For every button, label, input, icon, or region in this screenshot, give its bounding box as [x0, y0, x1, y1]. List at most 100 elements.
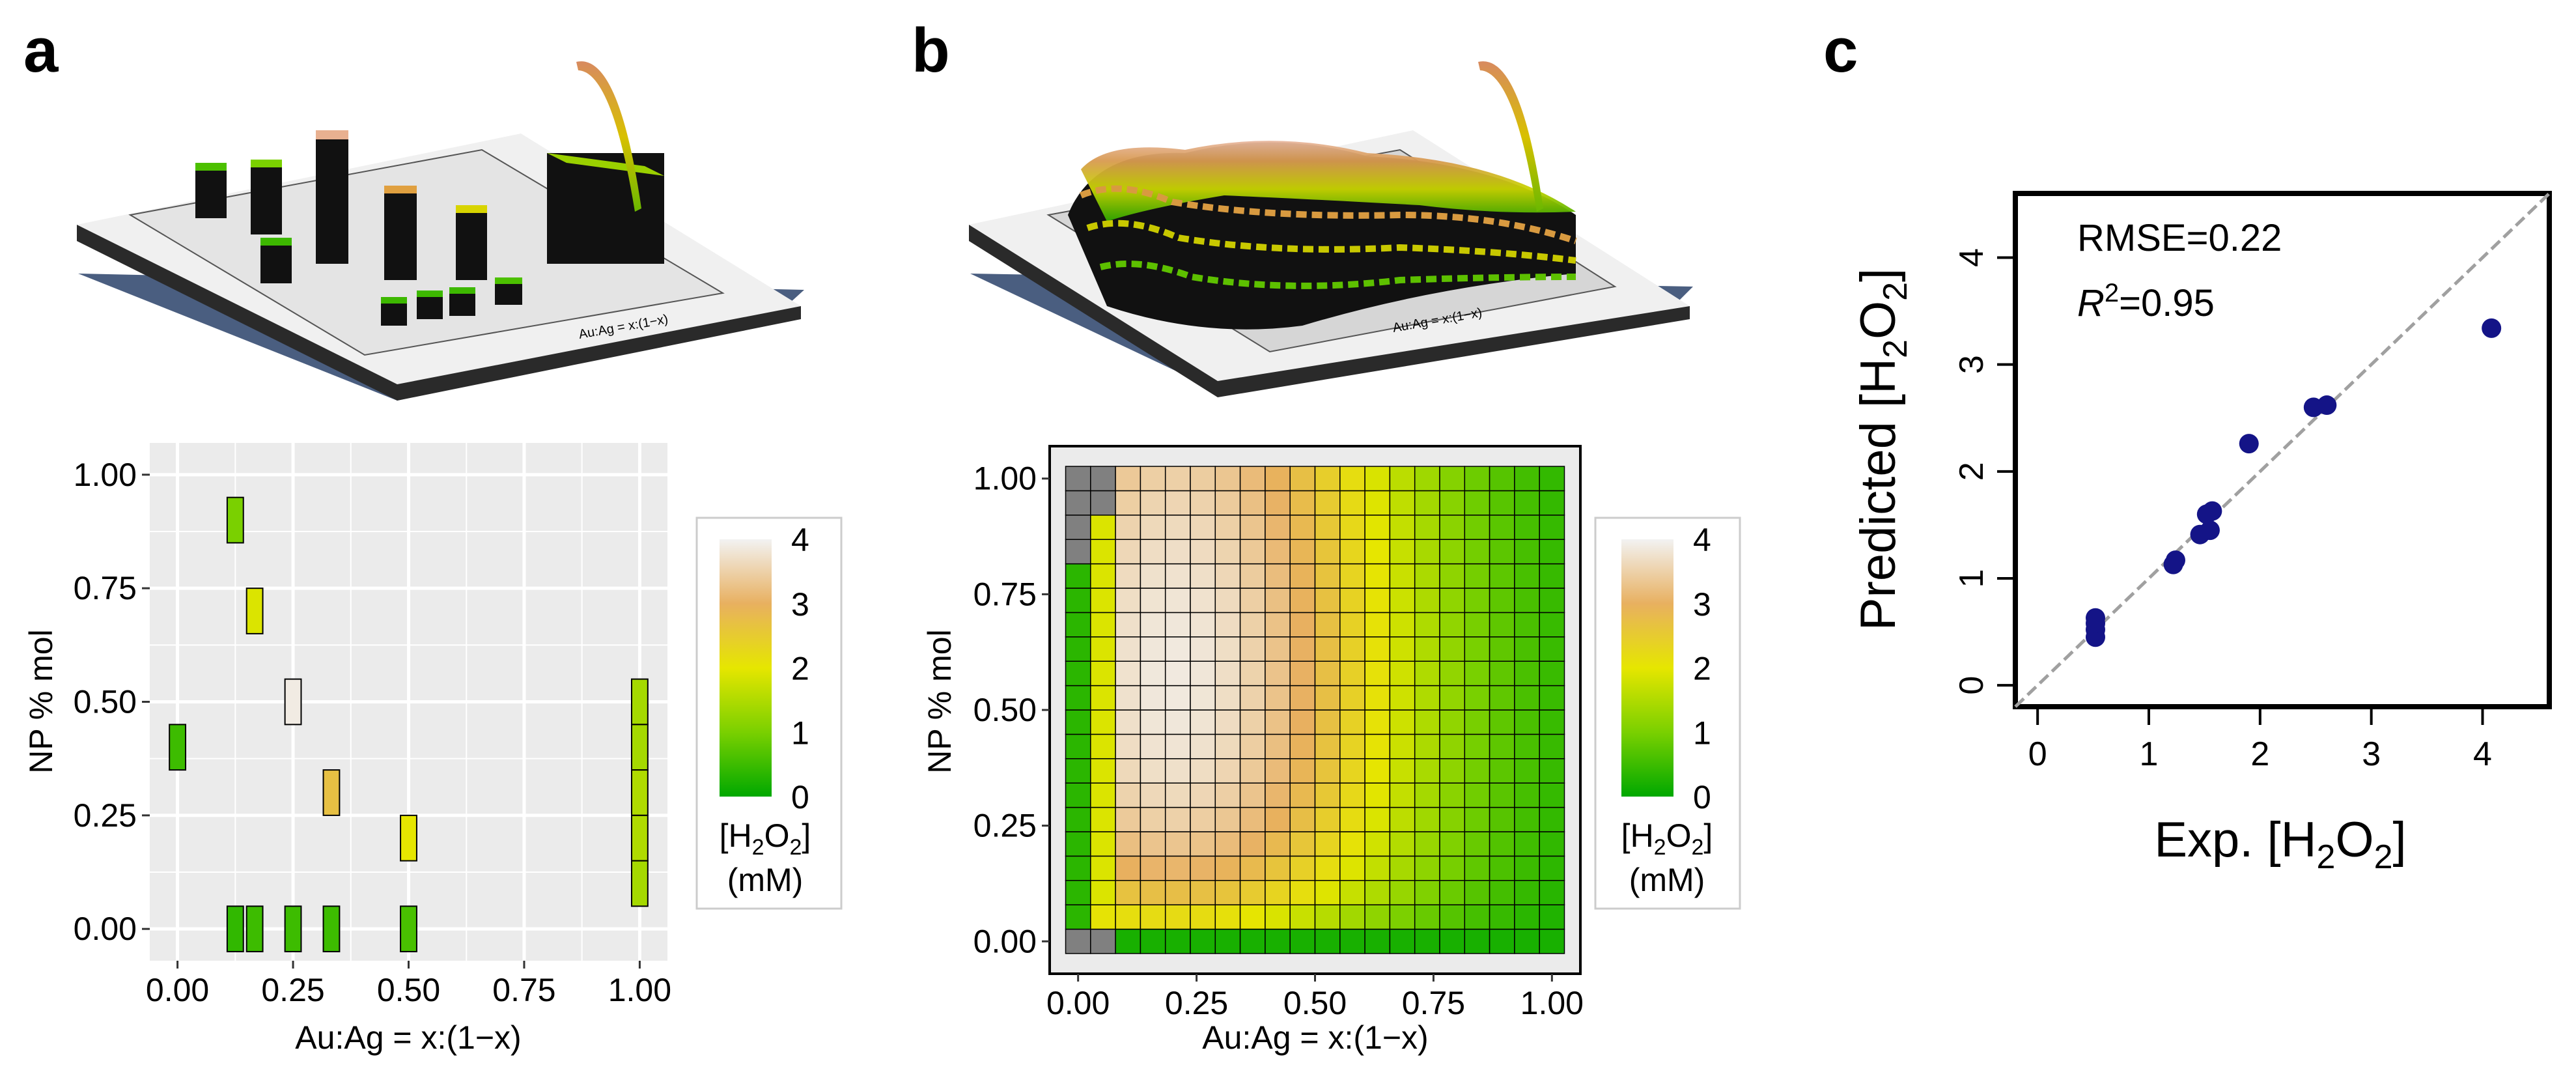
- heatmap-tile: [1489, 515, 1515, 540]
- heatmap-tile: [1090, 636, 1116, 662]
- heatmap-tile: [226, 496, 244, 544]
- heatmap-tile: [1539, 490, 1565, 516]
- legend-tick-label: 0: [791, 779, 809, 815]
- heatmap-tile: [1190, 685, 1216, 711]
- heatmap-tile: [1514, 588, 1540, 614]
- heatmap-tile: [1464, 685, 1491, 711]
- heatmap-tile: [1364, 782, 1391, 808]
- heatmap-tile: [1414, 733, 1440, 759]
- heatmap-tile: [1414, 855, 1440, 881]
- heatmap-tile: [1140, 660, 1166, 687]
- heatmap-tile: [1239, 928, 1266, 954]
- heatmap-tile: [1115, 636, 1141, 662]
- bars-3d: [195, 130, 664, 326]
- heatmap-tile: [1115, 831, 1141, 857]
- heatmap-tile: [1464, 515, 1491, 540]
- heatmap-tile: [1414, 928, 1440, 954]
- y-tick-label: 0: [1953, 676, 1991, 695]
- heatmap-tile: [1539, 855, 1565, 881]
- heatmap-tile: [1314, 515, 1341, 540]
- x-tick-label: 1.00: [1520, 985, 1584, 1021]
- heatmap-tile: [1414, 636, 1440, 662]
- scatter-point: [2086, 608, 2105, 628]
- heatmap-tile: [1489, 855, 1515, 881]
- bar-3d-top: [456, 205, 487, 213]
- heatmap-tile: [1389, 588, 1416, 614]
- legend-tick-label: 0: [1693, 779, 1711, 815]
- heatmap-tile: [1090, 539, 1116, 565]
- bar-3d-top: [195, 163, 227, 171]
- heatmap-tile: [1065, 904, 1091, 930]
- heatmap-tile: [1239, 490, 1266, 516]
- heatmap-tile: [1140, 563, 1166, 589]
- heatmap-tile: [1239, 636, 1266, 662]
- heatmap-tile: [1265, 806, 1291, 832]
- legend-title-line2: (mM): [727, 862, 804, 898]
- x-tick-label: 0.50: [1283, 985, 1347, 1021]
- heatmap-tile: [1389, 466, 1416, 492]
- heatmap-tile: [1239, 466, 1266, 492]
- heatmap-tile: [1364, 636, 1391, 662]
- legend-tick-label: 3: [1693, 586, 1711, 623]
- heatmap-tile: [1164, 660, 1191, 687]
- heatmap-tile: [1289, 636, 1316, 662]
- heatmap-tile: [1239, 733, 1266, 759]
- heatmap-tile: [1439, 806, 1466, 832]
- heatmap-tile: [1090, 515, 1116, 540]
- heatmap-tile: [1464, 806, 1491, 832]
- r2-value: =0.95: [2119, 282, 2215, 324]
- y-tick-label: 1.00: [973, 460, 1037, 497]
- heatmap-tile: [1214, 709, 1241, 735]
- heatmap-tile: [1265, 490, 1291, 516]
- heatmap-tile: [1065, 539, 1091, 565]
- heatmap-tile: [1140, 831, 1166, 857]
- heatmap-tile: [1090, 831, 1116, 857]
- heatmap-tile: [1090, 806, 1116, 832]
- heatmap-tile: [1115, 880, 1141, 905]
- heatmap-tile: [169, 724, 187, 771]
- heatmap-tile: [1289, 588, 1316, 614]
- heatmap-tile: [1239, 855, 1266, 881]
- heatmap-tile: [1389, 855, 1416, 881]
- heatmap-tile: [1364, 685, 1391, 711]
- y-tick-label: 3: [1953, 355, 1991, 374]
- heatmap-tile: [1289, 855, 1316, 881]
- heatmap-tile: [1239, 563, 1266, 589]
- x-tick-label: 1.00: [608, 972, 671, 1008]
- heatmap-tile: [1190, 636, 1216, 662]
- heatmap-tile: [1065, 685, 1091, 711]
- heatmap-tile: [1539, 709, 1565, 735]
- surface-ridge: [1086, 219, 1576, 264]
- heatmap-tile: [1364, 490, 1391, 516]
- panel-label-c: c: [1823, 16, 1858, 85]
- heatmap-tile: [1414, 563, 1440, 589]
- scatter-point: [2202, 501, 2222, 521]
- bar-3d-top: [449, 287, 475, 294]
- heatmap-tile: [1265, 612, 1291, 638]
- heatmap-tile: [1314, 636, 1341, 662]
- heatmap-tile: [1265, 831, 1291, 857]
- heatmap-tile: [1164, 588, 1191, 614]
- heatmap-tile: [1514, 709, 1540, 735]
- heatmap-tile: [1214, 660, 1241, 687]
- legend-tick-label: 3: [791, 586, 809, 623]
- heatmap-tile: [1140, 855, 1166, 881]
- heatmap-tile: [1364, 539, 1391, 565]
- heatmap-tile: [1164, 612, 1191, 638]
- heatmap-tile: [1115, 660, 1141, 687]
- points: [2086, 318, 2502, 647]
- heatmap-tile: [1339, 904, 1365, 930]
- heatmap-tile: [1389, 709, 1416, 735]
- heatmap-tile: [1439, 928, 1466, 954]
- heatmap-tile: [1314, 660, 1341, 687]
- heatmap-tile: [1514, 685, 1540, 711]
- heatmap-tile: [1140, 539, 1166, 565]
- x-tick-label: 0.25: [1165, 985, 1228, 1021]
- y-ticks: 0 1 2 3 4: [1953, 248, 2015, 695]
- heatmap-tile: [1339, 612, 1365, 638]
- heatmap-tile: [1190, 709, 1216, 735]
- heatmap-tile: [1439, 539, 1466, 565]
- heatmap-tile: [1514, 490, 1540, 516]
- scatter-point: [2200, 520, 2220, 541]
- heatmap-tile: [1265, 904, 1291, 930]
